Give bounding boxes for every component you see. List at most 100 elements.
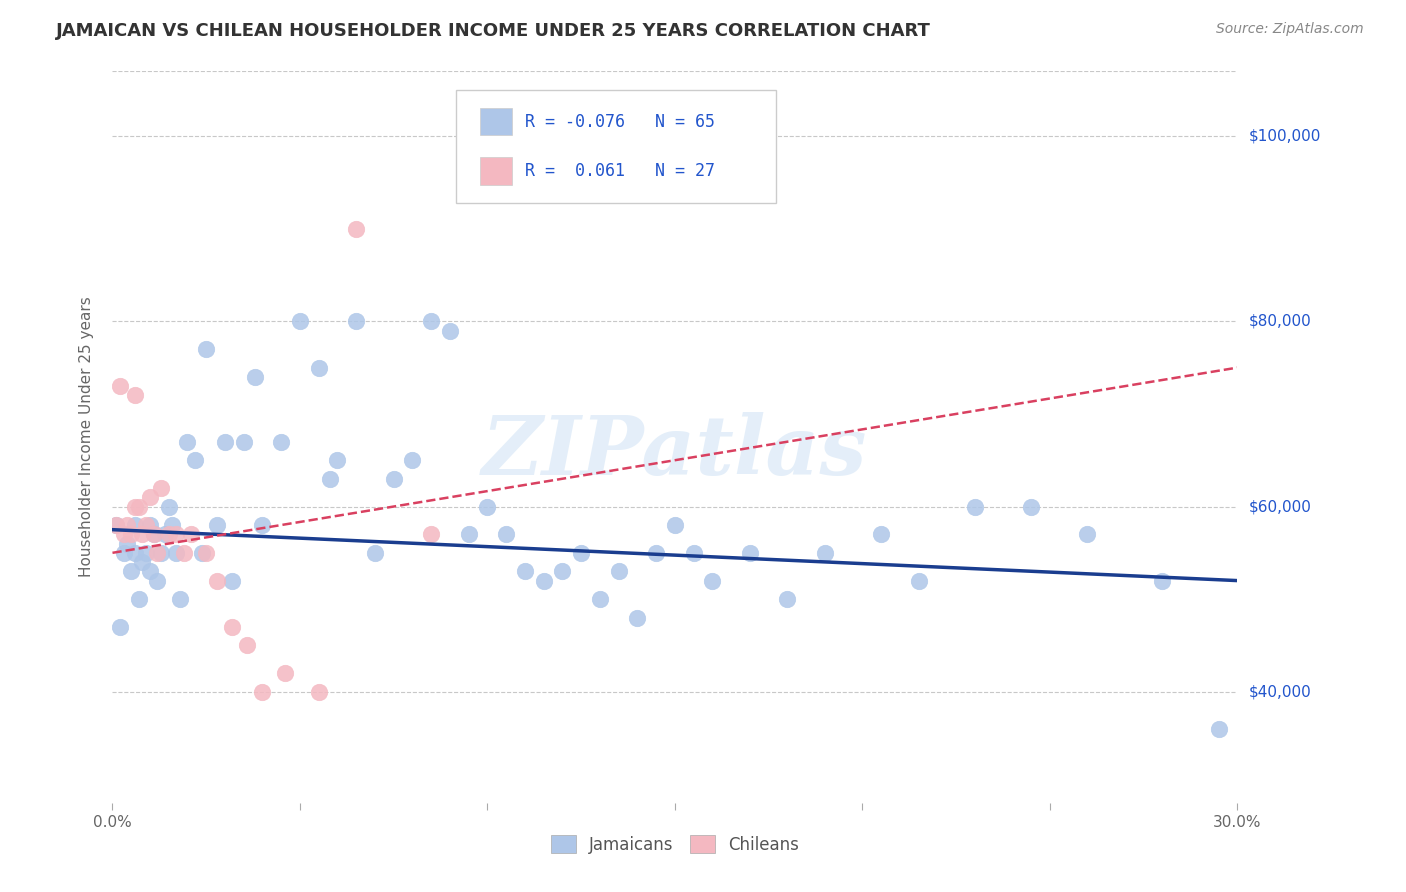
Point (207, 518, 229, 533)
Point (495, 527, 517, 541)
Point (128, 592, 150, 607)
Point (207, 574, 229, 588)
Point (120, 527, 142, 541)
Point (124, 388, 146, 402)
Point (308, 360, 330, 375)
Point (135, 518, 157, 533)
Point (457, 527, 479, 541)
Point (382, 472, 405, 486)
Point (117, 536, 139, 550)
Text: ZIPatlas: ZIPatlas (482, 412, 868, 491)
Point (173, 546, 195, 560)
Point (344, 314, 367, 328)
Point (738, 546, 761, 560)
Point (420, 314, 443, 328)
Point (364, 546, 387, 560)
Point (128, 500, 150, 514)
Point (326, 453, 349, 467)
Point (165, 546, 187, 560)
Point (124, 546, 146, 560)
Point (142, 527, 165, 541)
Text: R =  0.061   N = 27: R = 0.061 N = 27 (526, 162, 716, 180)
Point (274, 666, 297, 681)
Point (645, 546, 668, 560)
Point (214, 434, 236, 449)
Point (139, 565, 162, 579)
Point (252, 684, 274, 698)
Point (1152, 574, 1174, 588)
FancyBboxPatch shape (456, 90, 776, 203)
Point (607, 565, 630, 579)
Point (191, 546, 214, 560)
Point (682, 546, 704, 560)
Point (180, 527, 202, 541)
FancyBboxPatch shape (481, 108, 512, 136)
Point (153, 527, 176, 541)
Point (308, 684, 330, 698)
Point (702, 574, 724, 588)
Point (401, 453, 423, 467)
Point (176, 434, 198, 449)
Point (243, 370, 266, 384)
Point (162, 518, 184, 533)
FancyBboxPatch shape (481, 158, 512, 185)
Point (533, 574, 555, 588)
Point (108, 379, 131, 393)
Text: $80,000: $80,000 (1249, 314, 1312, 329)
Point (131, 527, 153, 541)
Point (131, 555, 153, 569)
Point (146, 574, 169, 588)
Point (870, 527, 893, 541)
Point (589, 592, 612, 607)
Point (165, 527, 187, 541)
Point (124, 518, 146, 533)
Point (124, 500, 146, 514)
Point (1208, 722, 1230, 736)
Point (142, 527, 165, 541)
Point (963, 500, 986, 514)
Text: $40,000: $40,000 (1249, 684, 1312, 699)
Text: $60,000: $60,000 (1249, 499, 1312, 514)
Point (626, 610, 648, 624)
Point (169, 592, 191, 607)
Point (288, 314, 311, 328)
Point (139, 490, 162, 504)
Point (120, 565, 142, 579)
Point (117, 518, 139, 533)
Point (146, 546, 169, 560)
Point (139, 518, 162, 533)
Text: R = -0.076   N = 65: R = -0.076 N = 65 (526, 112, 716, 130)
Point (221, 620, 243, 634)
Point (157, 500, 180, 514)
Point (157, 527, 180, 541)
Point (105, 518, 128, 533)
Point (195, 546, 218, 560)
Point (232, 434, 254, 449)
Legend: Jamaicans, Chileans: Jamaicans, Chileans (544, 829, 806, 860)
Text: JAMAICAN VS CHILEAN HOUSEHOLDER INCOME UNDER 25 YEARS CORRELATION CHART: JAMAICAN VS CHILEAN HOUSEHOLDER INCOME U… (56, 22, 931, 40)
Point (135, 546, 157, 560)
Point (195, 342, 218, 356)
Point (236, 639, 259, 653)
Point (221, 574, 243, 588)
Point (105, 518, 128, 533)
Point (1019, 500, 1042, 514)
Point (1076, 527, 1098, 541)
Point (664, 518, 686, 533)
Point (108, 620, 131, 634)
Point (439, 324, 461, 338)
Point (344, 221, 367, 235)
Text: $100,000: $100,000 (1249, 128, 1320, 144)
Point (150, 546, 173, 560)
Point (477, 500, 499, 514)
Point (252, 518, 274, 533)
Point (569, 546, 592, 560)
Point (319, 472, 342, 486)
Point (420, 527, 443, 541)
Point (776, 592, 799, 607)
Point (513, 565, 536, 579)
Point (184, 453, 207, 467)
Point (551, 565, 574, 579)
Y-axis label: Householder Income Under 25 years: Householder Income Under 25 years (79, 297, 94, 577)
Point (112, 546, 135, 560)
